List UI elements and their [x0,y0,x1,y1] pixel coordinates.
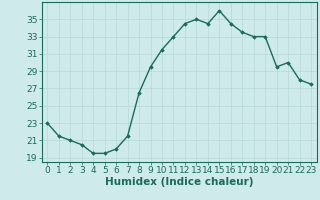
X-axis label: Humidex (Indice chaleur): Humidex (Indice chaleur) [105,177,253,187]
